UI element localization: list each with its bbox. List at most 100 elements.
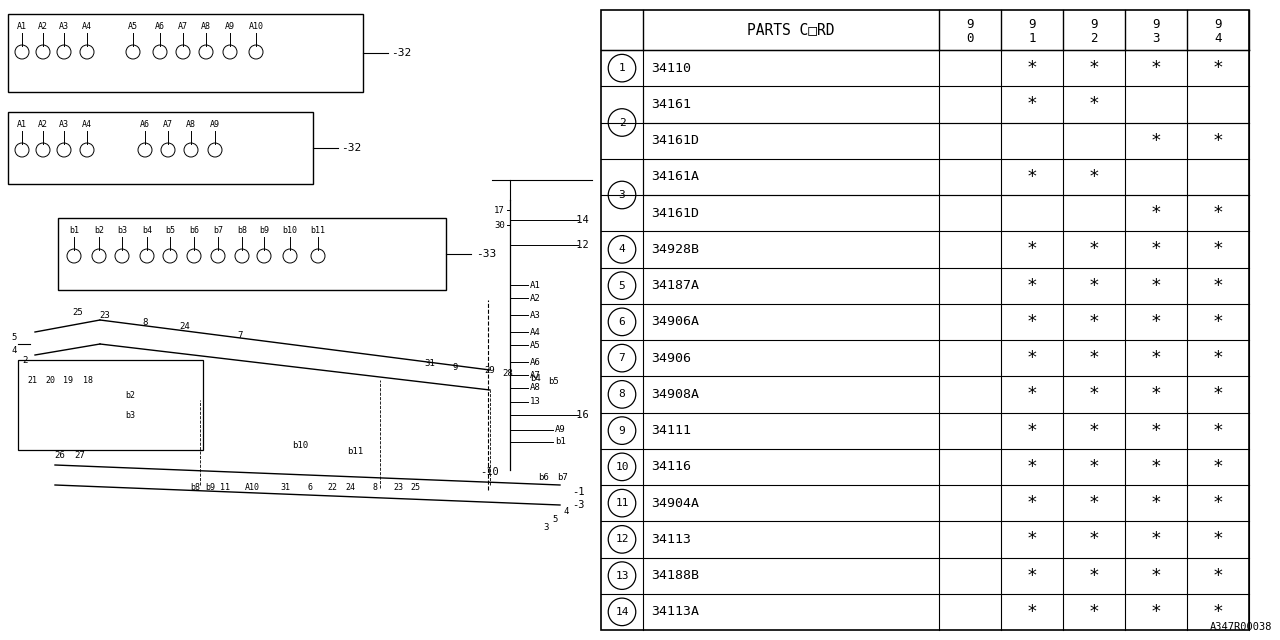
Text: b7: b7	[212, 225, 223, 234]
Text: 34116: 34116	[652, 460, 691, 474]
Text: 9: 9	[1028, 17, 1036, 31]
Text: *: *	[1151, 603, 1161, 621]
Text: A9: A9	[210, 120, 220, 129]
Text: 14: 14	[616, 607, 628, 617]
Text: b10: b10	[292, 440, 308, 449]
Text: 1: 1	[1028, 32, 1036, 45]
Text: -32: -32	[340, 143, 361, 153]
Text: 23: 23	[100, 310, 110, 319]
Text: A5: A5	[128, 22, 138, 31]
Text: b9: b9	[259, 225, 269, 234]
Text: 3: 3	[543, 524, 549, 532]
Text: b1: b1	[556, 438, 566, 447]
Text: *: *	[1151, 241, 1161, 259]
Text: 11: 11	[220, 483, 230, 493]
Text: *: *	[1027, 313, 1037, 331]
Text: *: *	[1027, 422, 1037, 440]
Text: A1: A1	[17, 22, 27, 31]
Text: 2: 2	[618, 118, 626, 127]
Text: b2: b2	[125, 390, 134, 399]
Text: 34904A: 34904A	[652, 497, 699, 509]
Text: -10: -10	[480, 467, 499, 477]
Text: 10: 10	[616, 462, 628, 472]
Text: b4: b4	[142, 225, 152, 234]
Text: *: *	[1212, 132, 1224, 150]
Bar	[58, 218, 445, 290]
Text: 9: 9	[1152, 17, 1160, 31]
Text: 18: 18	[83, 376, 93, 385]
Text: 34111: 34111	[652, 424, 691, 437]
Text: -12: -12	[571, 240, 589, 250]
Text: 0: 0	[966, 32, 974, 45]
Text: A2: A2	[38, 22, 49, 31]
Text: *: *	[1027, 95, 1037, 113]
Text: *: *	[1151, 276, 1161, 294]
Text: 22: 22	[326, 483, 337, 493]
Text: 34161D: 34161D	[652, 134, 699, 147]
Text: A347R00038: A347R00038	[1210, 622, 1272, 632]
Text: *: *	[1027, 349, 1037, 367]
Text: 4: 4	[563, 508, 568, 516]
Text: A8: A8	[186, 120, 196, 129]
Text: *: *	[1088, 458, 1100, 476]
Text: *: *	[1088, 59, 1100, 77]
Text: b6: b6	[189, 225, 198, 234]
Text: 34906A: 34906A	[652, 316, 699, 328]
Text: *: *	[1088, 168, 1100, 186]
Text: -14: -14	[571, 215, 589, 225]
Text: *: *	[1151, 385, 1161, 403]
Text: *: *	[1027, 603, 1037, 621]
Text: *: *	[1027, 385, 1037, 403]
Text: 7: 7	[618, 353, 626, 363]
Text: *: *	[1027, 531, 1037, 548]
Text: 5: 5	[618, 280, 626, 291]
Text: 3: 3	[618, 190, 626, 200]
Bar	[18, 360, 204, 450]
Text: A10: A10	[248, 22, 264, 31]
Text: 2: 2	[22, 355, 28, 365]
Text: A4: A4	[82, 120, 92, 129]
Text: A1: A1	[17, 120, 27, 129]
Text: 4: 4	[12, 346, 17, 355]
Text: *: *	[1027, 241, 1037, 259]
Text: b4: b4	[530, 374, 540, 383]
Text: b3: b3	[116, 225, 127, 234]
Text: A8: A8	[530, 383, 540, 392]
Text: 26: 26	[55, 451, 65, 460]
Text: A3: A3	[59, 120, 69, 129]
Text: 5: 5	[12, 333, 17, 342]
Text: 9: 9	[452, 362, 458, 371]
Text: *: *	[1212, 276, 1224, 294]
Text: 3: 3	[1152, 32, 1160, 45]
Text: A3: A3	[530, 310, 540, 319]
Text: A4: A4	[530, 328, 540, 337]
Text: 2: 2	[1091, 32, 1098, 45]
Text: *: *	[1212, 422, 1224, 440]
Text: A6: A6	[155, 22, 165, 31]
Text: b9: b9	[205, 483, 215, 493]
Text: A9: A9	[556, 426, 566, 435]
Bar	[8, 112, 314, 184]
Text: *: *	[1027, 566, 1037, 584]
Text: 34187A: 34187A	[652, 279, 699, 292]
Text: b3: b3	[125, 410, 134, 419]
Text: b7: b7	[557, 474, 567, 483]
Text: 23: 23	[393, 483, 403, 493]
Text: -33: -33	[476, 249, 497, 259]
Text: *: *	[1088, 276, 1100, 294]
Text: 25: 25	[73, 307, 83, 317]
Text: 21: 21	[27, 376, 37, 385]
Text: *: *	[1151, 422, 1161, 440]
Text: *: *	[1212, 494, 1224, 512]
Text: *: *	[1212, 59, 1224, 77]
Text: 34161D: 34161D	[652, 207, 699, 220]
Text: *: *	[1151, 132, 1161, 150]
Text: 31: 31	[425, 358, 435, 367]
Text: 8: 8	[618, 389, 626, 399]
Text: *: *	[1088, 494, 1100, 512]
Text: *: *	[1088, 566, 1100, 584]
Text: 34113A: 34113A	[652, 605, 699, 618]
Text: *: *	[1212, 241, 1224, 259]
Text: 20: 20	[45, 376, 55, 385]
Text: 34928B: 34928B	[652, 243, 699, 256]
